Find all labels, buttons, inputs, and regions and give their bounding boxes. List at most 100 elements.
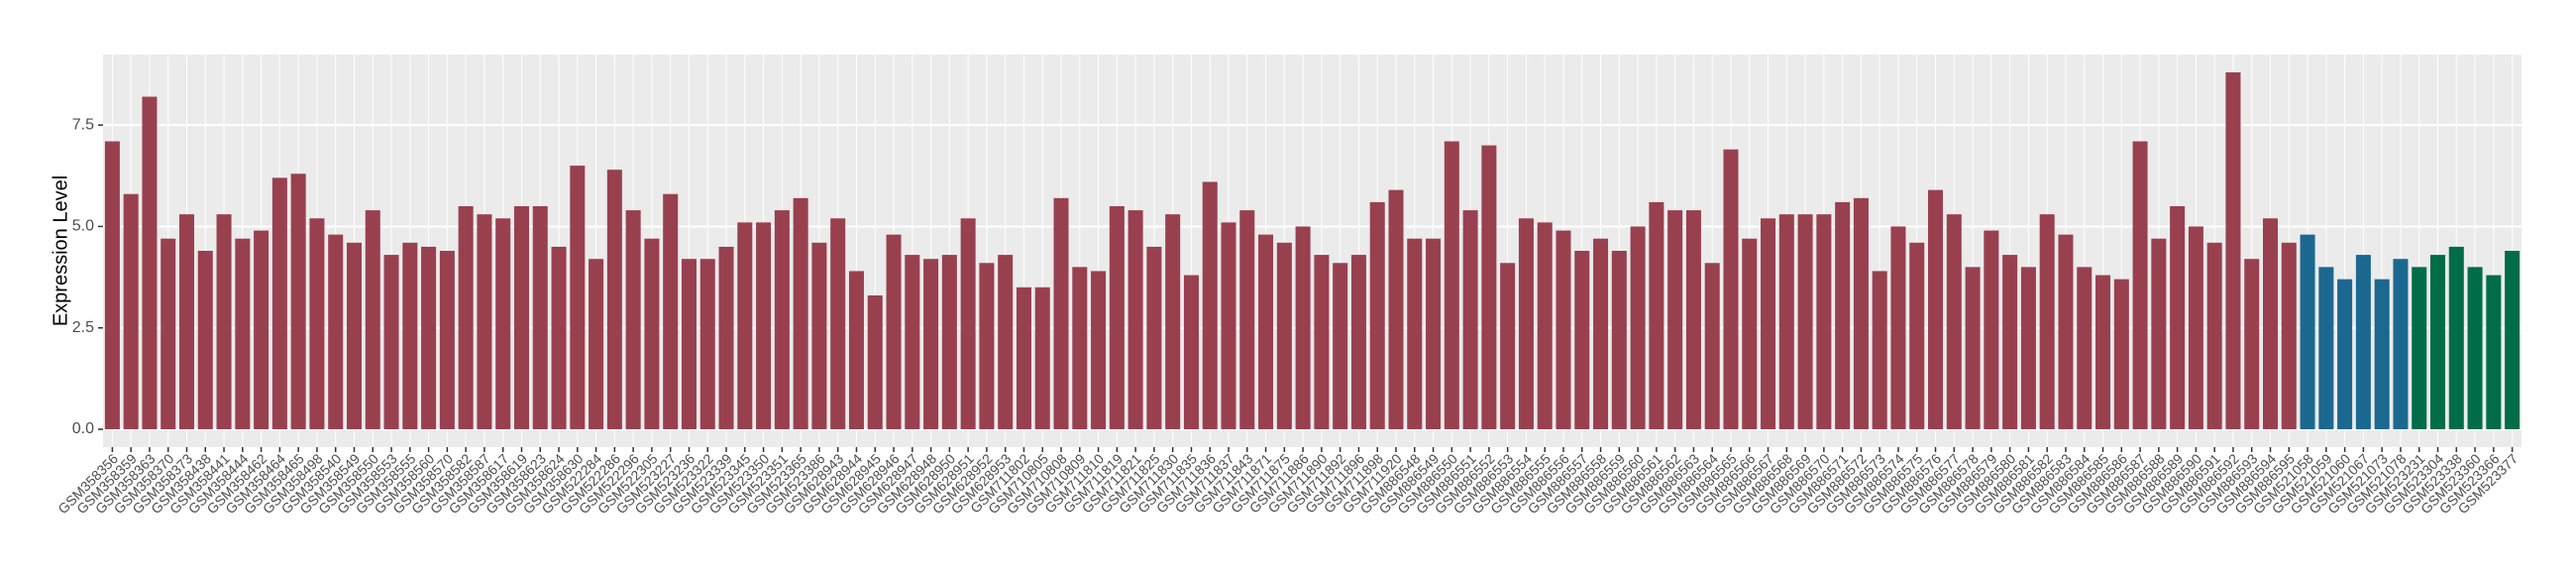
bar — [104, 141, 120, 429]
bar — [2281, 242, 2297, 429]
bar — [570, 166, 586, 429]
bar — [1314, 255, 1330, 429]
bar — [905, 255, 920, 429]
bar — [998, 255, 1014, 429]
bar — [1667, 210, 1683, 429]
bar — [1984, 230, 1999, 429]
bar — [1556, 230, 1571, 429]
bar — [2188, 226, 2203, 429]
bar — [1835, 201, 1851, 429]
bar — [941, 255, 957, 429]
bar — [1165, 214, 1181, 429]
bar — [1946, 214, 1962, 429]
bar — [1350, 255, 1366, 429]
bar — [235, 238, 251, 429]
bar — [2113, 279, 2129, 429]
bar — [2374, 279, 2390, 429]
bar — [2020, 267, 2036, 429]
bar — [1685, 210, 1701, 429]
y-axis-title: Expression Level — [50, 175, 71, 326]
bar — [1333, 263, 1348, 429]
y-tick-label: 5.0 — [72, 218, 94, 235]
bar — [830, 218, 846, 429]
bar — [328, 234, 344, 429]
bar — [290, 173, 306, 430]
bar — [1816, 214, 1832, 429]
bar — [663, 193, 679, 429]
bar — [216, 214, 232, 429]
bar — [1221, 222, 1236, 429]
bar — [1778, 214, 1794, 429]
bar — [1258, 234, 1274, 429]
bar — [886, 234, 902, 429]
bar — [2151, 238, 2167, 429]
bar — [625, 210, 641, 429]
bar — [1611, 251, 1627, 429]
bar — [1872, 271, 1887, 429]
bar — [2132, 141, 2148, 429]
bar — [2095, 275, 2111, 429]
bar — [2170, 206, 2186, 429]
bar — [346, 242, 362, 429]
bar — [1072, 267, 1088, 429]
bar — [2077, 267, 2093, 429]
bar — [1742, 238, 1758, 429]
bar — [123, 193, 139, 429]
bar — [495, 218, 511, 429]
bar — [2263, 218, 2279, 429]
bar — [1574, 251, 1590, 429]
bar — [421, 246, 437, 429]
bar — [439, 251, 455, 429]
bar — [365, 210, 380, 429]
bar — [1016, 287, 1031, 429]
bar — [1928, 189, 1944, 429]
bar — [1761, 218, 1776, 429]
bar — [383, 255, 399, 429]
bar — [2244, 259, 2260, 429]
bar — [2355, 255, 2371, 429]
bar — [923, 259, 939, 429]
bar — [1388, 189, 1404, 429]
bar — [197, 251, 213, 429]
bar — [1853, 197, 1869, 429]
bar — [1127, 210, 1143, 429]
bar — [793, 197, 808, 429]
bar — [2467, 267, 2483, 429]
bar — [2225, 72, 2241, 429]
y-tick-label: 7.5 — [72, 116, 94, 133]
bar — [161, 238, 176, 429]
bar — [2337, 279, 2353, 429]
bar — [1704, 263, 1720, 429]
bar — [2429, 255, 2446, 429]
bar — [254, 230, 269, 429]
bar — [1723, 149, 1739, 429]
bar — [551, 246, 567, 429]
bar — [1797, 214, 1813, 429]
bar — [737, 222, 753, 429]
bar — [1965, 267, 1981, 429]
bar — [2318, 267, 2334, 429]
bar — [1500, 263, 1516, 429]
bar — [271, 177, 287, 429]
bar — [1444, 141, 1459, 429]
bar — [1630, 226, 1646, 429]
bar — [1053, 197, 1069, 429]
bar — [1369, 201, 1385, 429]
bar — [960, 218, 976, 429]
bar — [1091, 271, 1107, 429]
bar — [1276, 242, 1292, 429]
bar — [589, 259, 604, 429]
bar — [2448, 246, 2464, 429]
bar — [1649, 201, 1664, 429]
bar — [1593, 238, 1609, 429]
bar — [1462, 210, 1478, 429]
bar — [2393, 259, 2409, 429]
bar — [756, 222, 772, 429]
bar — [1034, 287, 1050, 429]
bar — [2206, 242, 2222, 429]
y-tick-label: 0.0 — [72, 420, 94, 437]
bar — [2039, 214, 2055, 429]
bar — [1202, 181, 1218, 429]
bar — [1183, 275, 1199, 429]
bar — [2505, 251, 2521, 429]
